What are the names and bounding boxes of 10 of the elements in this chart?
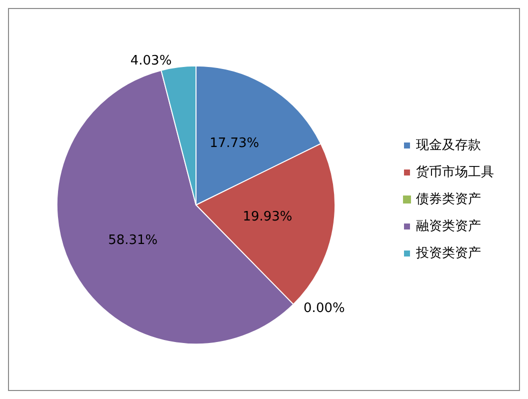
- legend-label: 货币市场工具: [416, 165, 494, 180]
- text: 0.00%: [304, 301, 345, 316]
- legend-label: 现金及存款: [416, 138, 481, 153]
- data-label: 58.31%: [108, 233, 158, 248]
- data-label: 19.93%: [242, 210, 292, 225]
- legend-label: 债券类资产: [416, 192, 481, 207]
- legend-label: 投资类资产: [415, 246, 481, 261]
- data-label: 4.03%: [130, 54, 172, 69]
- data-label: 17.73%: [210, 136, 260, 151]
- legend-label: 融资类资产: [416, 219, 481, 234]
